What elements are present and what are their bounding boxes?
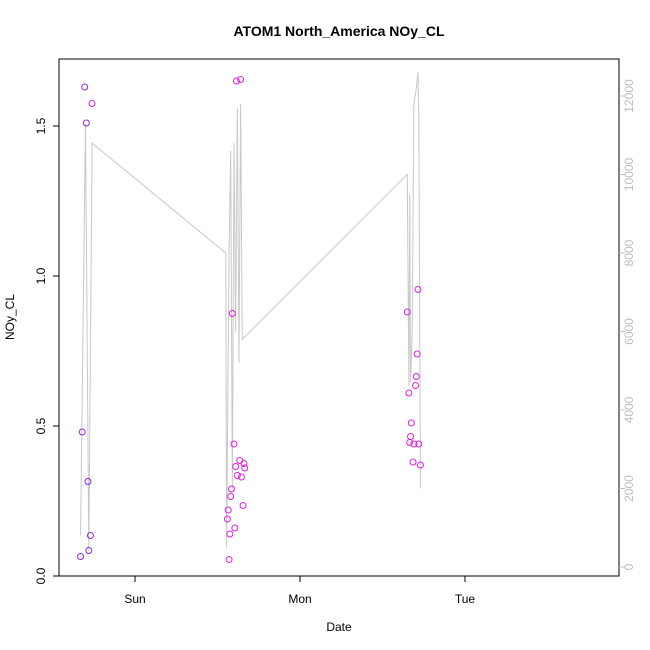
noy-data-point — [405, 389, 413, 397]
y-right-tick-label: 12000 — [622, 79, 636, 113]
noy-data-point — [81, 83, 89, 91]
x-tick-label: Sun — [124, 592, 145, 606]
x-tick-label: Mon — [288, 592, 311, 606]
y-left-tick-label: 1.0 — [34, 267, 48, 284]
noy-data-point — [237, 473, 245, 481]
y-right-tick-label: 6000 — [622, 318, 636, 345]
x-axis-label: Date — [326, 620, 352, 634]
noy-data-point — [415, 440, 423, 448]
noy-data-point — [223, 515, 231, 523]
noy-data-point — [407, 433, 415, 440]
noy-data-point — [227, 493, 235, 500]
x-axis: Sun Mon Tue — [124, 576, 475, 606]
noy-data-point — [86, 532, 94, 539]
noy-data-point — [233, 472, 241, 479]
y-axis-label: NOy_CL — [3, 294, 17, 340]
noy-data-point — [78, 428, 86, 436]
noy-data-point — [412, 373, 420, 380]
y-right-tick-label: 4000 — [622, 396, 636, 423]
noy-data-point — [239, 502, 247, 509]
y-right-tick-label: 0 — [622, 563, 636, 570]
plot-border — [58, 58, 620, 577]
noy-data-point — [228, 310, 236, 317]
noy-data-point — [230, 440, 238, 448]
noy-data-point — [414, 286, 422, 293]
noy-data-point — [226, 530, 234, 538]
y-right-tick-label: 10000 — [622, 157, 636, 191]
noy-data-point — [413, 350, 421, 358]
y-left-tick-label: 1.5 — [34, 117, 48, 134]
y-axis-left: 0.0 0.5 1.0 1.5 — [34, 117, 59, 584]
noy-data-point — [82, 119, 90, 127]
chart-title: ATOM1 North_America NOy_CL — [233, 23, 445, 39]
noy-data-point — [224, 506, 232, 514]
y-left-tick-label: 0.0 — [34, 567, 48, 584]
altitude-series-line — [80, 72, 421, 552]
noy-data-point — [403, 308, 411, 316]
noy-data-point — [84, 478, 92, 485]
noy-data-point — [228, 485, 236, 493]
x-tick-label: Tue — [455, 592, 476, 606]
noy-data-point — [240, 460, 248, 467]
noy-data-point — [231, 524, 239, 532]
noy-data-point — [416, 461, 424, 469]
noy-data-point — [77, 553, 85, 560]
noy-data-point — [232, 463, 240, 470]
noy-data-point — [225, 556, 233, 563]
noy-data-point — [88, 100, 96, 107]
noy-data-point — [409, 458, 417, 466]
altitude-line — [80, 72, 421, 552]
y-right-tick-label: 8000 — [622, 239, 636, 266]
noy-data-point — [410, 440, 418, 448]
noy-data-point — [232, 77, 240, 85]
noy-data-point — [407, 419, 415, 427]
y-axis-right: 0 2000 4000 6000 8000 10000 12000 — [619, 79, 636, 570]
data-points — [77, 76, 424, 563]
noy-data-point — [237, 76, 245, 83]
y-left-tick-label: 0.5 — [34, 417, 48, 434]
y-right-tick-label: 2000 — [622, 475, 636, 502]
noy-data-point — [85, 547, 93, 554]
noy-data-point — [241, 464, 249, 472]
noy-data-point — [412, 382, 419, 389]
noy-data-point — [236, 457, 244, 464]
